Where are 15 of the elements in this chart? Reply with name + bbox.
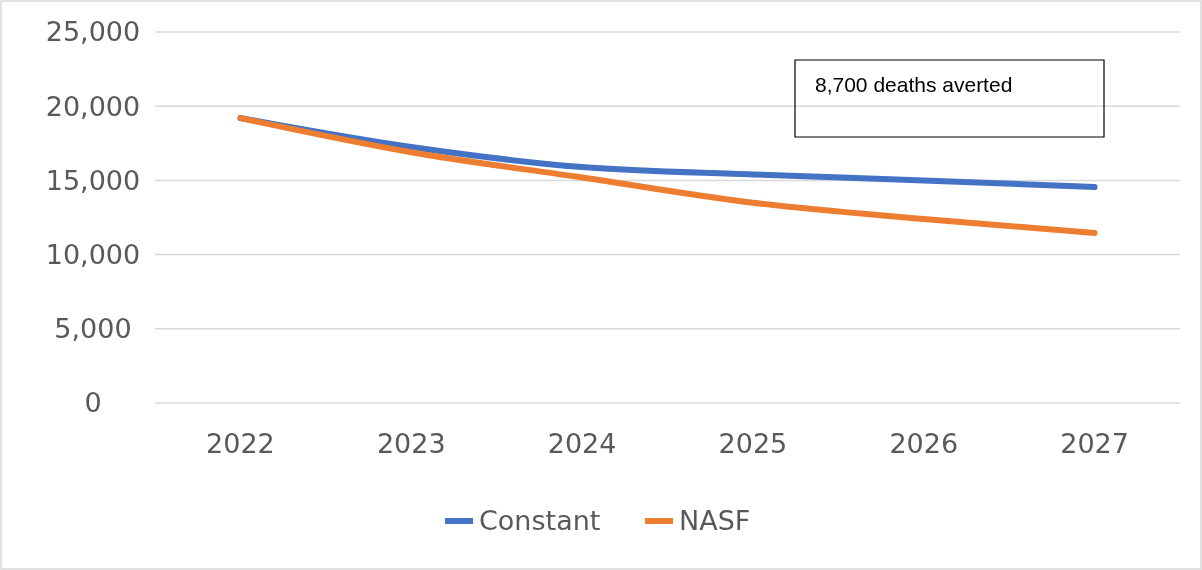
x-tick-label: 2024 — [547, 428, 617, 459]
y-tick-label: 5,000 — [54, 313, 132, 345]
x-tick-label: 2022 — [206, 428, 275, 459]
y-tick-label: 15,000 — [45, 164, 141, 196]
legend-label: NASF — [679, 505, 751, 537]
legend-label: Constant — [479, 505, 601, 537]
x-tick-label: 2023 — [376, 428, 446, 459]
x-tick-label: 2026 — [889, 428, 959, 459]
x-tick-label: 2027 — [1060, 428, 1129, 459]
y-tick-label: 20,000 — [45, 90, 141, 122]
y-tick-label: 0 — [84, 387, 102, 419]
x-tick-label: 2025 — [718, 428, 788, 459]
y-tick-label: 10,000 — [45, 239, 141, 271]
annotation: 8,700 deaths averted — [815, 73, 1013, 96]
y-tick-label: 25,000 — [45, 16, 141, 48]
